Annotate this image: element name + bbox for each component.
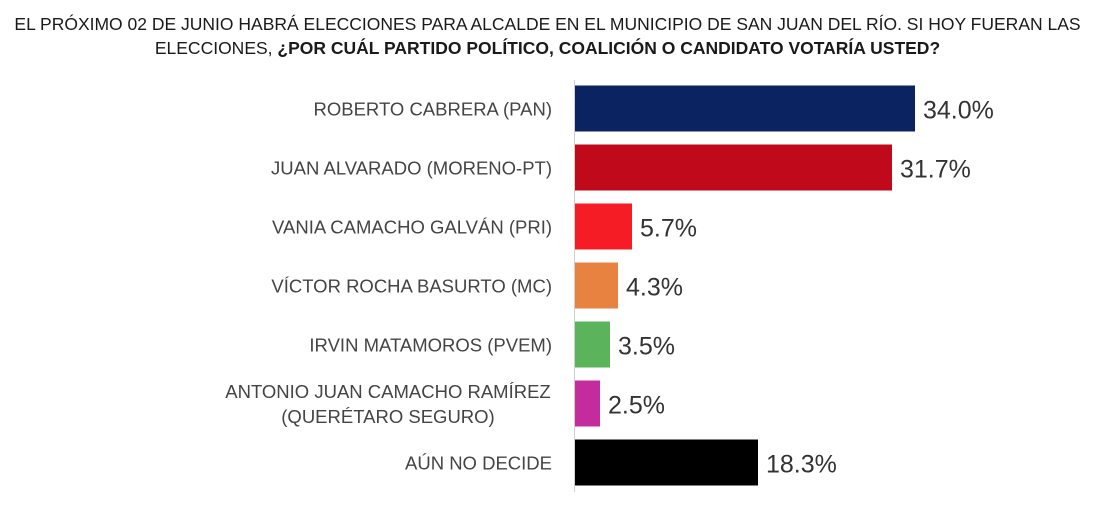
category-label-2: VANIA CAMACHO GALVÁN (PRI) bbox=[272, 216, 552, 237]
value-label-4: 3.5% bbox=[618, 333, 675, 361]
category-label-line: JUAN ALVARADO (MORENO-PT) bbox=[271, 157, 552, 178]
category-label-0: ROBERTO CABRERA (PAN) bbox=[314, 98, 553, 119]
category-label-line: ROBERTO CABRERA (PAN) bbox=[314, 98, 553, 119]
category-label-1: JUAN ALVARADO (MORENO-PT) bbox=[271, 157, 552, 178]
bar-2 bbox=[575, 203, 632, 250]
value-label-0: 34.0% bbox=[923, 97, 994, 125]
category-label-3: VÍCTOR ROCHA BASURTO (MC) bbox=[271, 275, 552, 296]
bar-6 bbox=[575, 439, 758, 486]
category-label-line: ANTONIO JUAN CAMACHO RAMÍREZ bbox=[225, 381, 550, 402]
value-labels: 34.0% 31.7% 5.7% 4.3% 3.5% 2.5% 18.3% bbox=[608, 97, 994, 479]
title-line-2-plain: ELECCIONES, bbox=[154, 38, 278, 58]
value-label-2: 5.7% bbox=[640, 215, 697, 243]
category-label-line: AÚN NO DECIDE bbox=[405, 452, 552, 473]
category-labels: ROBERTO CABRERA (PAN) JUAN ALVARADO (MORE… bbox=[225, 98, 552, 473]
category-label-line: VANIA CAMACHO GALVÁN (PRI) bbox=[272, 216, 552, 237]
value-label-6: 18.3% bbox=[766, 451, 837, 479]
category-label-6: AÚN NO DECIDE bbox=[405, 452, 552, 473]
value-label-1: 31.7% bbox=[900, 156, 971, 184]
value-label-3: 4.3% bbox=[626, 274, 683, 302]
bar-3 bbox=[575, 262, 618, 309]
title-question: ¿POR CUÁL PARTIDO POLÍTICO, COALICIÓN O … bbox=[277, 38, 941, 58]
category-label-4: IRVIN MATAMOROS (PVEM) bbox=[309, 334, 552, 355]
title-line-1: EL PRÓXIMO 02 DE JUNIO HABRÁ ELECCIONES … bbox=[14, 14, 1081, 34]
bars-group bbox=[575, 85, 915, 486]
category-label-line: IRVIN MATAMOROS (PVEM) bbox=[309, 334, 552, 355]
value-label-5: 2.5% bbox=[608, 392, 665, 420]
title-line-2: ELECCIONES, ¿POR CUÁL PARTIDO POLÍTICO, … bbox=[0, 36, 1095, 60]
bar-5 bbox=[575, 380, 600, 427]
category-label-line: (QUERÉTARO SEGURO) bbox=[281, 406, 494, 427]
bar-4 bbox=[575, 321, 610, 368]
chart-title: EL PRÓXIMO 02 DE JUNIO HABRÁ ELECCIONES … bbox=[0, 12, 1095, 60]
bar-1 bbox=[575, 144, 892, 191]
category-label-5: ANTONIO JUAN CAMACHO RAMÍREZ (QUERÉTARO S… bbox=[225, 381, 550, 427]
bar-0 bbox=[575, 85, 915, 132]
category-label-line: VÍCTOR ROCHA BASURTO (MC) bbox=[271, 275, 552, 296]
